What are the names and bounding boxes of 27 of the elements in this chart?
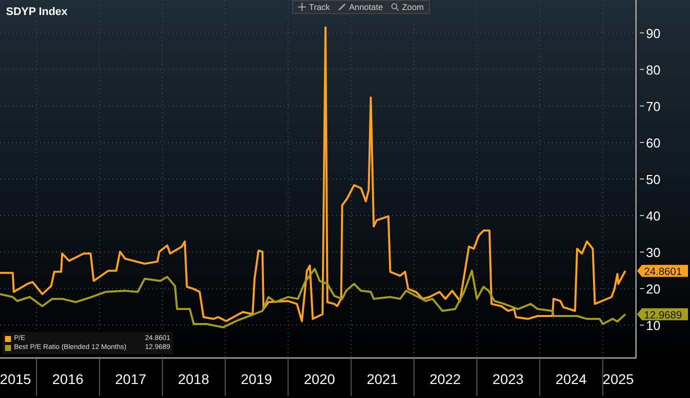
data-label: 24.8601 bbox=[644, 266, 682, 278]
line-series bbox=[0, 26, 626, 322]
toolbar: Track Annotate Zoom bbox=[292, 0, 430, 14]
annotation: Annotate bbox=[348, 2, 383, 12]
y-tick-label: 20 bbox=[646, 282, 660, 297]
y-tick-label: 70 bbox=[646, 98, 660, 114]
text: SDYP Index bbox=[6, 6, 68, 18]
x-tick-label: 2022 bbox=[430, 371, 461, 387]
x-tick-label: 2023 bbox=[492, 371, 524, 387]
x-tick-label: 2018 bbox=[178, 371, 210, 387]
x-tick-label: 2024 bbox=[555, 371, 587, 387]
y-tick-label: 90 bbox=[646, 26, 660, 41]
y-tick-label: 60 bbox=[646, 135, 660, 150]
x-tick-label: 2019 bbox=[240, 371, 272, 387]
x-tick-label: 2021 bbox=[366, 371, 398, 387]
x-tick-label: 2020 bbox=[304, 371, 336, 387]
y-tick-label: 40 bbox=[646, 208, 660, 224]
x-tick-label: 2025 bbox=[602, 371, 634, 387]
y-tick-label: 80 bbox=[646, 62, 660, 78]
x-tick-label: 2016 bbox=[52, 371, 84, 387]
x-tick-label: 2015 bbox=[0, 371, 32, 387]
annotation: Zoom bbox=[402, 2, 424, 12]
y-tick-label: 50 bbox=[646, 172, 660, 187]
line-series bbox=[0, 268, 626, 328]
annotation: Track bbox=[309, 2, 330, 12]
y-tick-label: 30 bbox=[646, 245, 660, 260]
x-tick-label: 2017 bbox=[115, 371, 146, 387]
